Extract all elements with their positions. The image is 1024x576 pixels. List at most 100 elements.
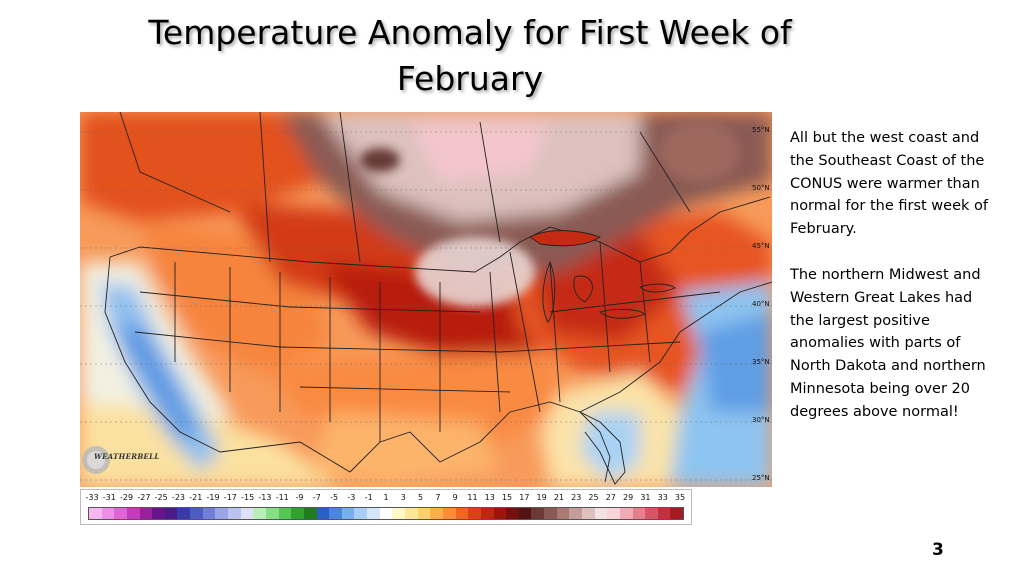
- legend-swatch: [556, 508, 570, 519]
- legend-tick-label: -19: [206, 493, 220, 502]
- legend-swatch: [455, 508, 469, 519]
- page-number: 3: [932, 540, 944, 560]
- legend-swatch: [569, 508, 582, 519]
- lat-label-35n: 35°N: [752, 358, 770, 366]
- legend-swatch: [594, 508, 608, 519]
- legend-tick-label: -27: [137, 493, 151, 502]
- legend-tick-label: 23: [571, 493, 582, 502]
- lat-grid: [80, 131, 772, 481]
- legend-tick-label: 31: [640, 493, 651, 502]
- legend-tick-label: -9: [295, 493, 304, 502]
- legend-swatch: [632, 508, 646, 519]
- lat-label-25n: 25°N: [752, 474, 770, 482]
- legend-tick-label: -25: [154, 493, 168, 502]
- legend-tick-label: 9: [452, 493, 458, 502]
- legend-swatch: [405, 508, 418, 519]
- slide-title-line2: February: [396, 59, 544, 98]
- legend-swatch: [114, 508, 127, 519]
- legend-swatch: [190, 508, 203, 519]
- legend-swatch: [228, 508, 241, 519]
- legend-tick-label: -1: [364, 493, 373, 502]
- legend-swatch: [316, 508, 330, 519]
- legend-tick-label: -3: [347, 493, 356, 502]
- legend-swatch: [493, 508, 507, 519]
- lat-label-55n: 55°N: [752, 126, 770, 134]
- legend-tick-label: -33: [85, 493, 99, 502]
- legend-tick-label: -17: [223, 493, 237, 502]
- legend-swatch: [581, 508, 595, 519]
- legend-tick-label: 19: [536, 493, 547, 502]
- lat-label-40n: 40°N: [752, 300, 770, 308]
- slide-notes: All but the west coast and the Southeast…: [790, 127, 1000, 447]
- legend-swatch: [379, 508, 393, 519]
- legend-tick-label: 11: [467, 493, 478, 502]
- legend-swatch: [544, 508, 557, 519]
- lat-label-50n: 50°N: [752, 184, 770, 192]
- legend-swatch: [657, 508, 671, 519]
- legend-swatch: [278, 508, 292, 519]
- legend-swatch: [506, 508, 519, 519]
- state-borders: [104, 112, 772, 485]
- legend-tick-label: 1: [383, 493, 389, 502]
- legend-swatch: [430, 508, 443, 519]
- legend-tick-labels: -33 -31 -29 -27 -25 -23 -21 -19 -17 -15 -13 -11 -9 -7…: [84, 493, 688, 507]
- slide-title-line1: Temperature Anomaly for First Week of: [148, 13, 792, 52]
- legend-swatch: [518, 508, 532, 519]
- legend-tick-label: -7: [312, 493, 321, 502]
- legend-swatch: [329, 508, 342, 519]
- legend-tick-label: 17: [519, 493, 530, 502]
- legend-tick-label: -31: [102, 493, 116, 502]
- legend-swatch: [291, 508, 304, 519]
- legend-swatch: [392, 508, 406, 519]
- legend-tick-label: -29: [120, 493, 134, 502]
- legend-tick-label: 7: [435, 493, 441, 502]
- legend-tick-label: 27: [605, 493, 616, 502]
- legend-tick-label: -5: [330, 493, 339, 502]
- lat-label-45n: 45°N: [752, 242, 770, 250]
- weatherbell-logo: WEATHERBELL: [80, 440, 159, 480]
- lat-label-30n: 30°N: [752, 416, 770, 424]
- temperature-anomaly-map: 55°N 50°N 45°N 40°N 35°N 30°N 25°N WEATH…: [80, 112, 772, 487]
- legend-swatch: [202, 508, 216, 519]
- legend-swatch: [607, 508, 620, 519]
- legend-swatch: [354, 508, 368, 519]
- legend-tick-label: 35: [674, 493, 686, 502]
- legend-swatch: [442, 508, 456, 519]
- legend-tick-label: 29: [623, 493, 634, 502]
- legend-swatch: [367, 508, 380, 519]
- legend-swatch: [215, 508, 229, 519]
- slide-title: Temperature Anomaly for First Week of Fe…: [120, 10, 820, 102]
- legend-swatch: [670, 508, 684, 519]
- legend-tick-label: 3: [400, 493, 406, 502]
- legend-swatch: [152, 508, 165, 519]
- legend-swatch: [89, 508, 102, 519]
- legend-swatch: [240, 508, 254, 519]
- anomaly-map-graphic: [80, 112, 772, 487]
- legend-color-bar: [88, 507, 684, 520]
- legend-swatch: [253, 508, 266, 519]
- legend-swatch: [468, 508, 481, 519]
- legend-swatch: [417, 508, 431, 519]
- legend-swatch: [645, 508, 658, 519]
- legend-tick-label: -21: [189, 493, 203, 502]
- legend-tick-label: -11: [275, 493, 289, 502]
- legend-swatch: [531, 508, 545, 519]
- legend-tick-label: -13: [258, 493, 272, 502]
- legend-swatch: [619, 508, 633, 519]
- legend-swatch: [480, 508, 494, 519]
- legend-swatch: [341, 508, 355, 519]
- legend-swatch: [126, 508, 140, 519]
- legend-tick-label: 5: [418, 493, 424, 502]
- legend-swatch: [177, 508, 191, 519]
- notes-paragraph-1: All but the west coast and the Southeast…: [790, 130, 988, 238]
- legend-swatch: [101, 508, 115, 519]
- legend-swatch: [164, 508, 178, 519]
- legend-tick-label: 15: [501, 493, 513, 502]
- legend-swatch: [265, 508, 279, 519]
- legend-swatch: [139, 508, 153, 519]
- legend-tick-label: -15: [241, 493, 255, 502]
- legend-tick-label: 25: [588, 493, 599, 502]
- legend-swatch: [303, 508, 317, 519]
- notes-paragraph-2: The northern Midwest and Western Great L…: [790, 266, 986, 420]
- legend-tick-label: 33: [657, 493, 668, 502]
